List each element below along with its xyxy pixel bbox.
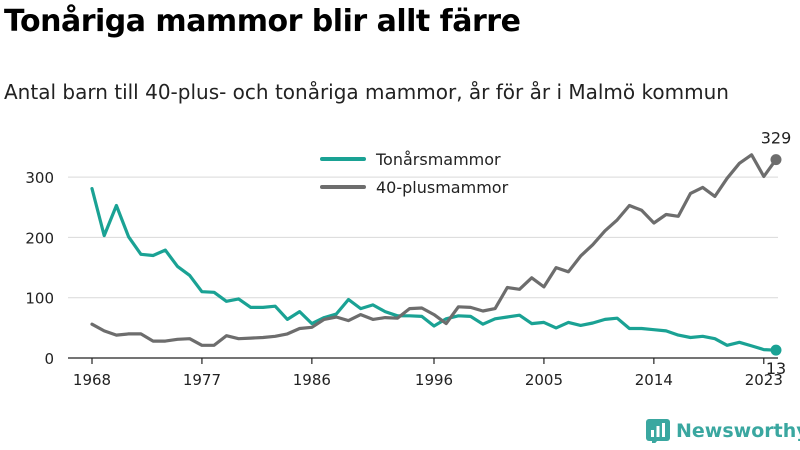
legend-label: 40-plusmammor <box>376 178 509 197</box>
legend-label: Tonårsmammor <box>375 150 501 169</box>
x-tick-label: 2023 <box>745 371 783 389</box>
end-label-40plus: 329 <box>761 129 792 148</box>
x-tick-label: 1996 <box>415 371 453 389</box>
series-end-point <box>770 154 782 166</box>
axes: 0 100 200 300 1968 1977 1986 1996 2005 2014 2023 <box>25 169 783 389</box>
y-tick-label: 100 <box>25 290 54 308</box>
end-labels: 329 13 <box>761 129 792 379</box>
x-tick-label: 1968 <box>73 371 111 389</box>
x-tick-label: 1977 <box>183 371 221 389</box>
series-end-point <box>770 344 782 356</box>
end-label-tonars: 13 <box>766 359 786 378</box>
brand-name: Newsworthy <box>676 420 800 442</box>
series-line <box>90 153 778 347</box>
x-tick-label: 2014 <box>635 371 673 389</box>
y-tick-label: 0 <box>44 350 54 368</box>
series-line <box>90 187 778 352</box>
chart-title: Tonåriga mammor blir allt färre <box>4 4 521 39</box>
newsworthy-brand[interactable]: Newsworthy <box>646 419 800 443</box>
series-lines <box>90 153 782 356</box>
x-tick-label: 1986 <box>293 371 331 389</box>
legend: Tonårsmammor 40-plusmammor <box>320 150 509 197</box>
x-tick-label: 2005 <box>525 371 563 389</box>
gridlines <box>68 176 778 299</box>
chart-subtitle: Antal barn till 40-plus- och tonåriga ma… <box>4 80 729 104</box>
newsworthy-logo-icon <box>646 419 670 443</box>
y-tick-label: 300 <box>25 169 54 187</box>
y-tick-label: 200 <box>25 229 54 247</box>
